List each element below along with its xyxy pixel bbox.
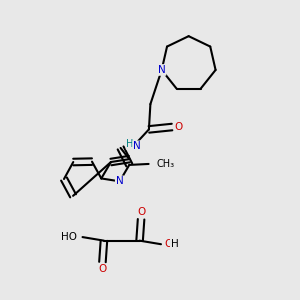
Text: N: N — [158, 65, 166, 75]
Text: H: H — [171, 239, 178, 249]
Text: N: N — [133, 141, 141, 151]
Text: O: O — [137, 207, 145, 217]
Text: O: O — [165, 239, 173, 249]
Text: O: O — [98, 265, 106, 275]
Text: O: O — [175, 122, 183, 132]
Text: CH₃: CH₃ — [156, 159, 175, 169]
Text: HO: HO — [61, 232, 76, 242]
Text: H: H — [127, 139, 134, 149]
Text: N: N — [116, 176, 124, 186]
